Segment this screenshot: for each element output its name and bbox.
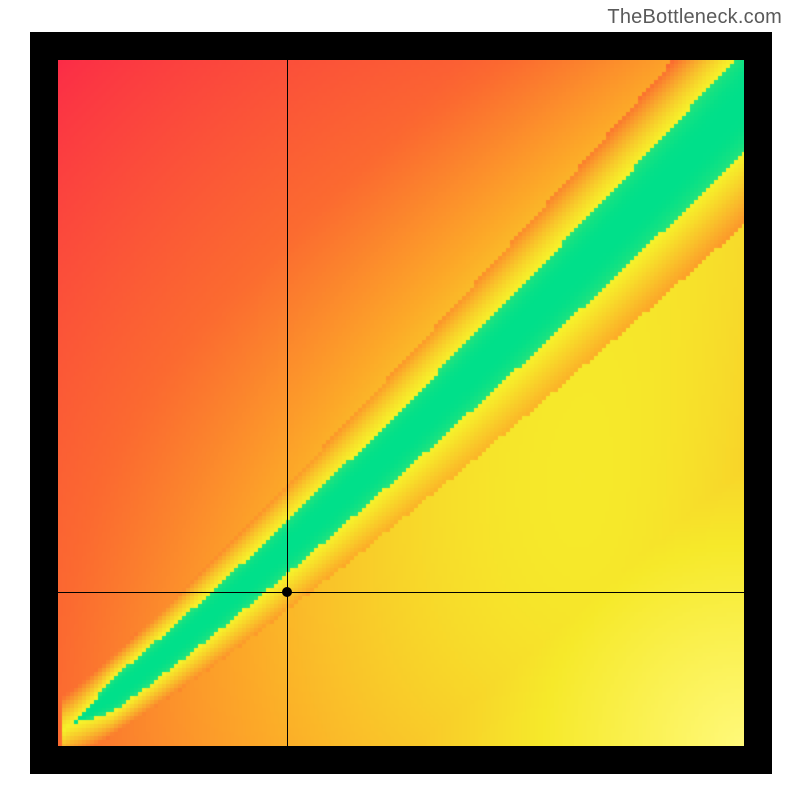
heatmap-canvas	[58, 60, 744, 746]
crosshair-vertical	[287, 60, 288, 746]
watermark-text: TheBottleneck.com	[607, 6, 782, 29]
crosshair-horizontal	[58, 592, 744, 593]
